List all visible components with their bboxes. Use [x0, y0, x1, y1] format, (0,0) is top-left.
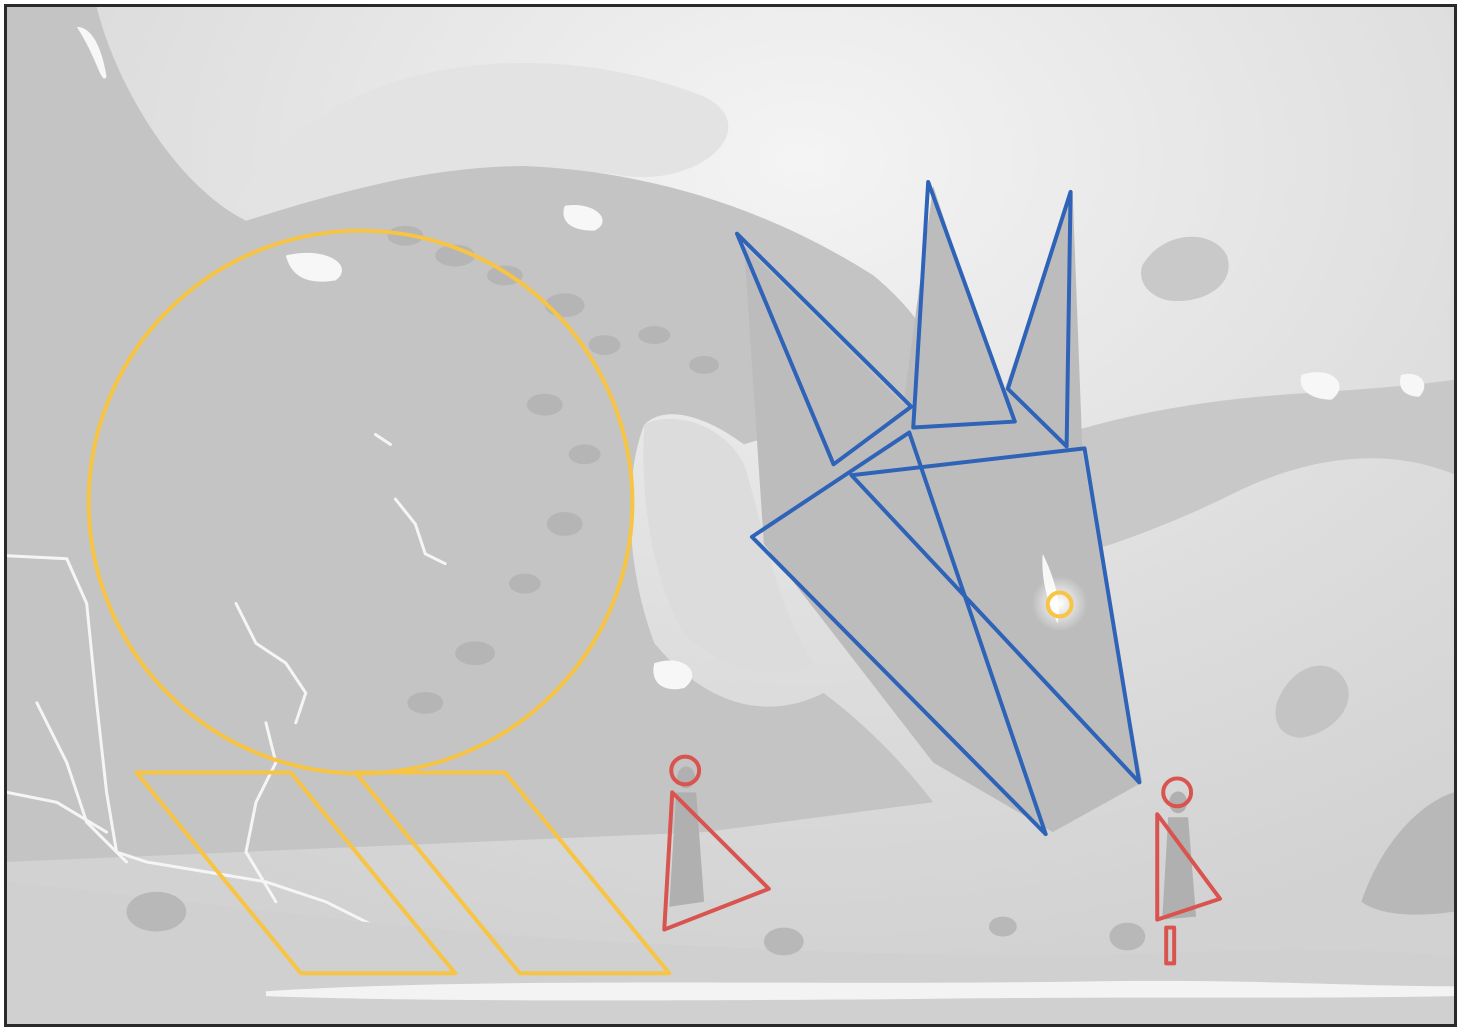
blue-center-horn-triangle	[911, 179, 1017, 430]
red-right-figure-body	[1155, 812, 1222, 922]
background-rock-right-lower	[1275, 665, 1349, 738]
highlight-flecks	[76, 26, 1425, 690]
dragon-painting-canvas	[7, 7, 1454, 1024]
artwork-frame	[4, 4, 1457, 1027]
lightning-strokes	[7, 432, 447, 963]
dragon-neck-highlight	[643, 418, 814, 674]
blue-right-horn-triangle	[1005, 189, 1073, 449]
red-left-figure-head	[669, 754, 702, 787]
red-left-figure-body	[662, 790, 771, 932]
blue-left-horn-triangle	[734, 231, 914, 467]
dragon-eye-glow	[1031, 575, 1088, 632]
ground-rocks	[126, 792, 1454, 956]
dragon-head	[743, 185, 1143, 833]
figure-silhouettes	[669, 766, 1197, 920]
dragon-body	[7, 7, 950, 862]
background-rock-right	[1141, 236, 1229, 302]
yellow-left-parallelogram	[134, 770, 458, 976]
blue-head-triangle-upper	[749, 430, 1048, 837]
red-right-figure-leg	[1164, 925, 1177, 966]
dragon-scales	[387, 225, 720, 714]
yellow-eye-circle	[1045, 590, 1074, 619]
ground-bright-line	[265, 980, 1454, 1001]
blue-head-triangle-lower	[849, 446, 1142, 785]
red-right-figure-head	[1161, 776, 1194, 809]
yellow-right-parallelogram	[353, 770, 672, 976]
